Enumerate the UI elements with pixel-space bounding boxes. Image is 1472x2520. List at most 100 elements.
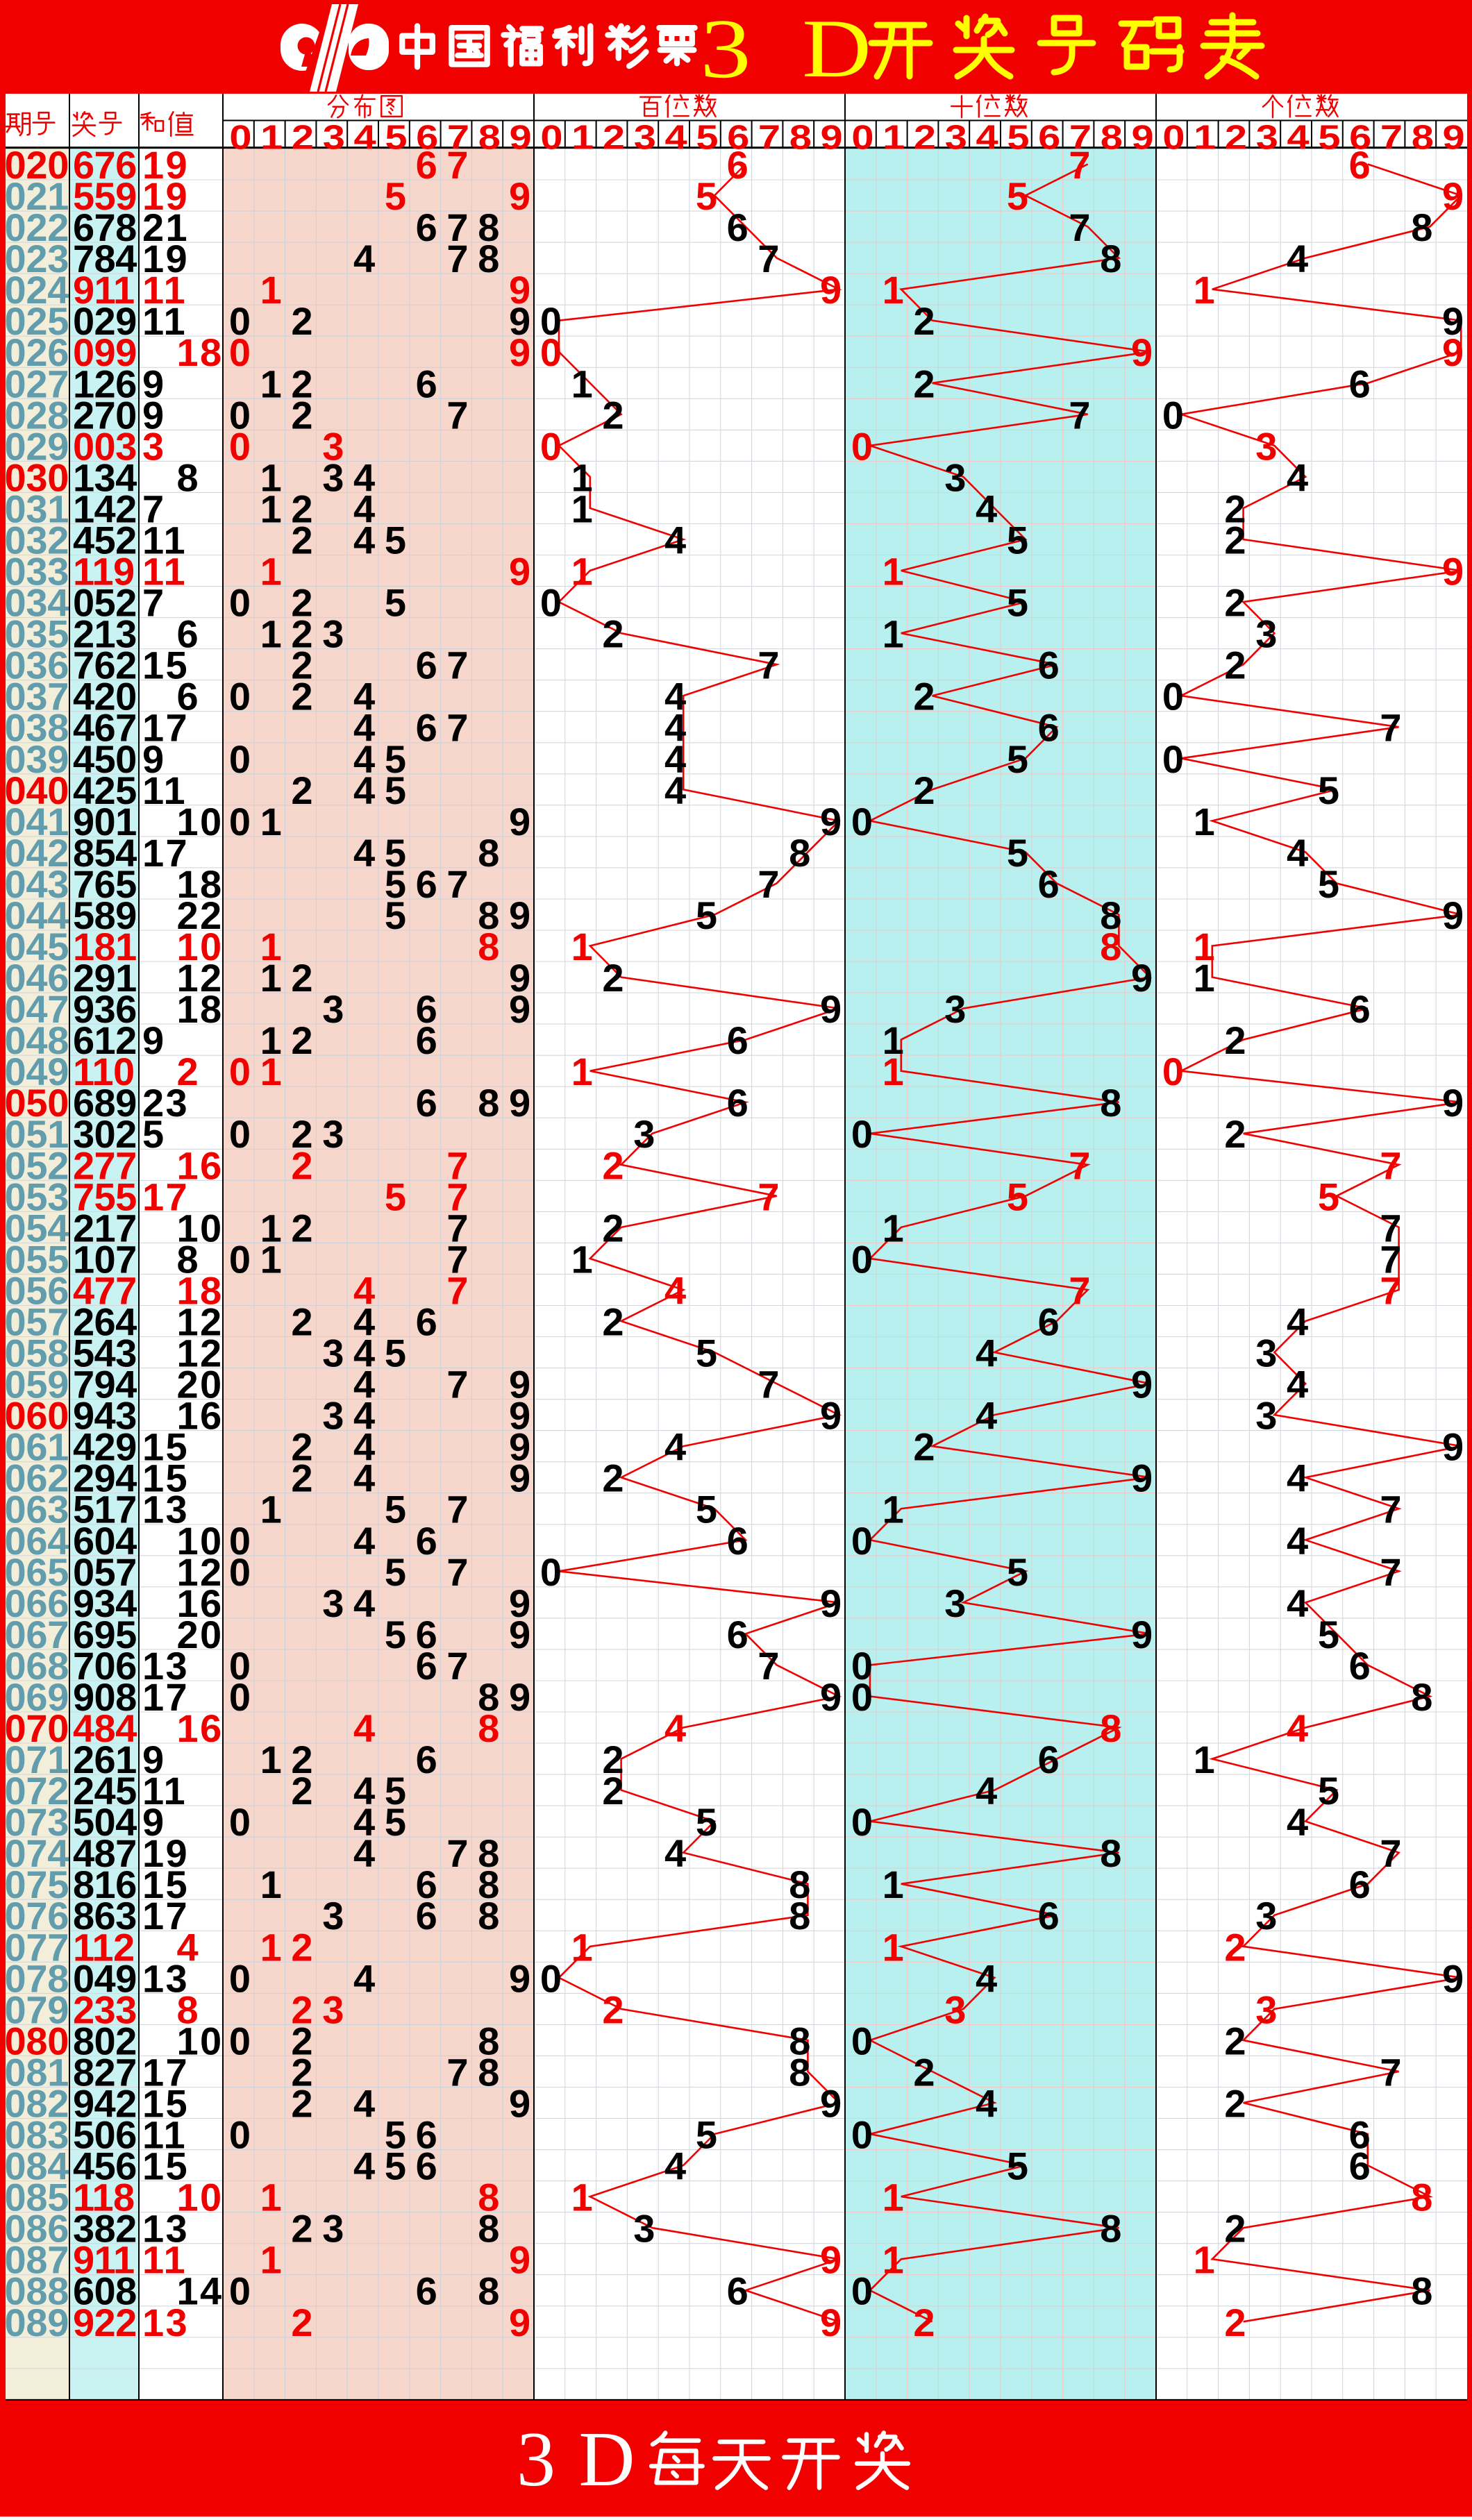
svg-text:112: 112 [73,1925,135,1969]
svg-text:18: 18 [177,330,224,374]
svg-text:943: 943 [73,1394,137,1438]
svg-text:1: 1 [883,1925,904,1969]
svg-text:9: 9 [1131,330,1153,374]
svg-text:6: 6 [416,205,437,249]
svg-text:2: 2 [1224,2082,1246,2126]
svg-text:612: 612 [73,1018,137,1062]
svg-text:8: 8 [478,2176,499,2219]
svg-text:0: 0 [540,1550,562,1594]
svg-text:2: 2 [291,644,312,687]
svg-text:0: 0 [851,1675,873,1719]
svg-text:9: 9 [509,2301,530,2344]
svg-text:0: 0 [229,1050,251,1093]
svg-text:024: 024 [5,268,69,312]
svg-text:3: 3 [700,2,751,96]
svg-text:3: 3 [322,1894,344,1938]
svg-text:7: 7 [446,1206,468,1250]
svg-text:4: 4 [353,1268,375,1312]
svg-text:6: 6 [727,143,748,187]
svg-text:7: 7 [758,644,779,687]
svg-text:9: 9 [1131,1456,1153,1500]
svg-text:9: 9 [1442,893,1464,937]
svg-text:134: 134 [73,455,137,499]
svg-text:1: 1 [571,1925,593,1969]
svg-text:4: 4 [976,119,998,157]
svg-text:0: 0 [229,800,251,843]
svg-text:7: 7 [142,487,166,530]
svg-text:1: 1 [571,362,593,405]
svg-text:7: 7 [1380,1268,1401,1312]
svg-text:9: 9 [820,2301,842,2344]
svg-text:3: 3 [322,1112,344,1156]
svg-text:2: 2 [291,1300,312,1344]
svg-text:079: 079 [5,1988,69,2031]
svg-text:0: 0 [851,2269,873,2313]
svg-text:5: 5 [1318,119,1340,157]
svg-text:9: 9 [142,362,166,405]
svg-text:11: 11 [142,550,187,594]
svg-text:4: 4 [664,768,686,812]
svg-text:4: 4 [353,1706,375,1750]
svg-text:0: 0 [229,1112,251,1156]
svg-text:063: 063 [5,1488,69,1531]
svg-text:6: 6 [1038,644,1060,687]
svg-text:4: 4 [976,2082,997,2126]
svg-text:9: 9 [1442,299,1464,343]
svg-text:5: 5 [1007,174,1028,218]
svg-text:5: 5 [1007,1175,1028,1218]
svg-text:2: 2 [602,1143,624,1187]
svg-text:11: 11 [142,268,187,312]
svg-text:2: 2 [1224,487,1246,530]
svg-text:213: 213 [73,612,137,656]
svg-text:559: 559 [73,174,137,218]
svg-text:0: 0 [229,2269,251,2313]
svg-text:0: 0 [1162,737,1184,781]
svg-text:4: 4 [664,675,686,719]
svg-text:2: 2 [1224,519,1246,562]
svg-text:1: 1 [883,550,904,594]
svg-text:073: 073 [5,1800,69,1844]
svg-text:4: 4 [1287,1800,1308,1844]
svg-text:2: 2 [1225,119,1247,157]
svg-text:085: 085 [5,2176,69,2219]
svg-text:5: 5 [696,893,717,937]
svg-text:5: 5 [385,831,406,875]
svg-text:17: 17 [142,1175,189,1218]
svg-text:5: 5 [696,1488,717,1531]
svg-text:2: 2 [291,612,312,656]
svg-text:030: 030 [5,455,69,499]
svg-text:2: 2 [602,393,624,437]
svg-text:6: 6 [416,1300,437,1344]
svg-text:6: 6 [727,119,749,157]
svg-text:18: 18 [177,862,224,906]
svg-text:5: 5 [1318,768,1339,812]
svg-text:8: 8 [478,205,499,249]
svg-text:4: 4 [353,1300,375,1344]
svg-text:4: 4 [976,487,997,530]
svg-text:8: 8 [478,1675,499,1719]
svg-text:11: 11 [142,1769,187,1813]
svg-text:6: 6 [416,1519,437,1563]
svg-text:2: 2 [291,2050,312,2094]
svg-text:0: 0 [851,2019,873,2063]
svg-text:922: 922 [73,2301,137,2344]
svg-text:1: 1 [260,1050,282,1093]
svg-text:9: 9 [1443,119,1465,157]
svg-text:064: 064 [5,1519,69,1563]
svg-text:072: 072 [5,1769,69,1813]
svg-text:6: 6 [416,2113,437,2157]
svg-text:029: 029 [73,299,137,343]
svg-text:9: 9 [509,2238,530,2282]
svg-text:7: 7 [446,1363,468,1406]
svg-text:1: 1 [260,1738,282,1781]
svg-text:264: 264 [73,1300,137,1344]
svg-text:19: 19 [142,1831,189,1875]
svg-text:2: 2 [291,1925,312,1969]
svg-text:5: 5 [142,1112,166,1156]
svg-text:9: 9 [142,1800,166,1844]
svg-text:066: 066 [5,1581,69,1625]
svg-text:082: 082 [5,2082,69,2126]
svg-text:1: 1 [883,1206,904,1250]
svg-text:062: 062 [5,1456,69,1500]
svg-text:5: 5 [385,893,406,937]
